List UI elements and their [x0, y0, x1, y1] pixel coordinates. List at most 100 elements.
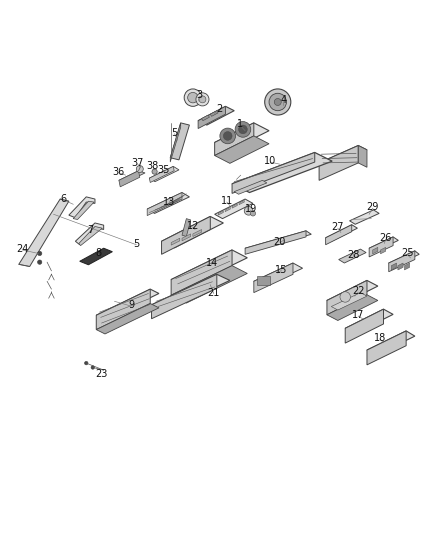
- Polygon shape: [339, 249, 366, 263]
- Text: 4: 4: [280, 95, 286, 105]
- Circle shape: [265, 89, 291, 115]
- Polygon shape: [232, 204, 237, 208]
- Polygon shape: [381, 247, 386, 254]
- Polygon shape: [232, 152, 315, 193]
- Text: 12: 12: [187, 221, 199, 231]
- Polygon shape: [225, 207, 230, 212]
- Circle shape: [235, 122, 251, 137]
- Polygon shape: [96, 289, 159, 320]
- Polygon shape: [149, 166, 174, 182]
- Text: 8: 8: [95, 248, 102, 258]
- Polygon shape: [245, 231, 306, 254]
- Circle shape: [340, 292, 350, 302]
- Text: 9: 9: [128, 300, 134, 310]
- Polygon shape: [119, 171, 140, 187]
- Polygon shape: [245, 231, 311, 252]
- Text: 13: 13: [163, 197, 175, 207]
- Text: 6: 6: [60, 194, 67, 204]
- Text: 22: 22: [352, 286, 364, 296]
- Bar: [257, 276, 270, 285]
- Circle shape: [269, 93, 286, 111]
- Polygon shape: [162, 216, 210, 254]
- Circle shape: [251, 211, 255, 216]
- Polygon shape: [19, 199, 69, 266]
- Polygon shape: [271, 90, 284, 106]
- Polygon shape: [119, 171, 145, 182]
- Circle shape: [91, 366, 95, 369]
- Circle shape: [85, 361, 88, 365]
- Polygon shape: [210, 111, 218, 116]
- Polygon shape: [232, 152, 332, 192]
- Polygon shape: [327, 280, 378, 306]
- Text: 38: 38: [147, 160, 159, 171]
- Text: 3: 3: [196, 91, 202, 100]
- Polygon shape: [319, 146, 367, 167]
- Polygon shape: [254, 263, 293, 293]
- Polygon shape: [369, 237, 393, 257]
- Polygon shape: [171, 250, 247, 287]
- Polygon shape: [152, 274, 217, 319]
- Text: 37: 37: [131, 158, 144, 168]
- Polygon shape: [171, 250, 232, 295]
- Polygon shape: [182, 234, 191, 241]
- Polygon shape: [239, 200, 244, 205]
- Polygon shape: [170, 123, 181, 162]
- Polygon shape: [218, 211, 223, 215]
- Polygon shape: [80, 248, 113, 265]
- Text: 2: 2: [216, 104, 222, 114]
- Polygon shape: [254, 263, 303, 287]
- Polygon shape: [73, 201, 94, 220]
- Polygon shape: [367, 331, 406, 365]
- Text: 10: 10: [264, 156, 276, 166]
- Polygon shape: [325, 225, 357, 241]
- Polygon shape: [373, 247, 378, 254]
- Text: 28: 28: [347, 250, 359, 260]
- Circle shape: [184, 89, 201, 107]
- Text: 19: 19: [245, 205, 257, 214]
- Text: 25: 25: [401, 248, 413, 259]
- Polygon shape: [369, 237, 398, 252]
- Polygon shape: [193, 230, 201, 237]
- Polygon shape: [147, 192, 189, 213]
- Text: 15: 15: [275, 264, 287, 274]
- Polygon shape: [319, 146, 358, 180]
- Text: 35: 35: [158, 165, 170, 175]
- Text: 11: 11: [221, 196, 233, 206]
- Text: 27: 27: [332, 222, 344, 232]
- Text: 17: 17: [352, 310, 364, 320]
- Circle shape: [152, 169, 157, 174]
- Polygon shape: [215, 123, 269, 150]
- Polygon shape: [152, 274, 230, 311]
- Polygon shape: [182, 219, 191, 237]
- Circle shape: [136, 166, 143, 173]
- Text: 7: 7: [88, 224, 94, 235]
- Circle shape: [239, 125, 247, 134]
- Polygon shape: [75, 223, 104, 245]
- Text: 29: 29: [367, 203, 379, 212]
- Polygon shape: [325, 225, 352, 245]
- Polygon shape: [215, 136, 269, 163]
- Polygon shape: [358, 146, 367, 167]
- Polygon shape: [170, 123, 189, 160]
- Polygon shape: [331, 293, 367, 310]
- Text: 1: 1: [237, 119, 243, 129]
- Circle shape: [187, 92, 198, 103]
- Circle shape: [244, 206, 253, 215]
- Polygon shape: [345, 309, 393, 334]
- Text: 24: 24: [16, 244, 28, 254]
- Text: 26: 26: [379, 233, 392, 243]
- Text: 14: 14: [205, 259, 218, 269]
- Polygon shape: [147, 192, 182, 215]
- Circle shape: [199, 96, 206, 103]
- Polygon shape: [96, 289, 150, 329]
- Text: 21: 21: [208, 288, 220, 297]
- Polygon shape: [162, 216, 223, 248]
- Polygon shape: [404, 263, 410, 270]
- Circle shape: [38, 251, 42, 256]
- Text: 36: 36: [112, 167, 124, 176]
- Polygon shape: [198, 107, 234, 125]
- Polygon shape: [201, 115, 209, 120]
- Polygon shape: [345, 309, 384, 343]
- Polygon shape: [327, 280, 367, 315]
- Polygon shape: [171, 265, 247, 303]
